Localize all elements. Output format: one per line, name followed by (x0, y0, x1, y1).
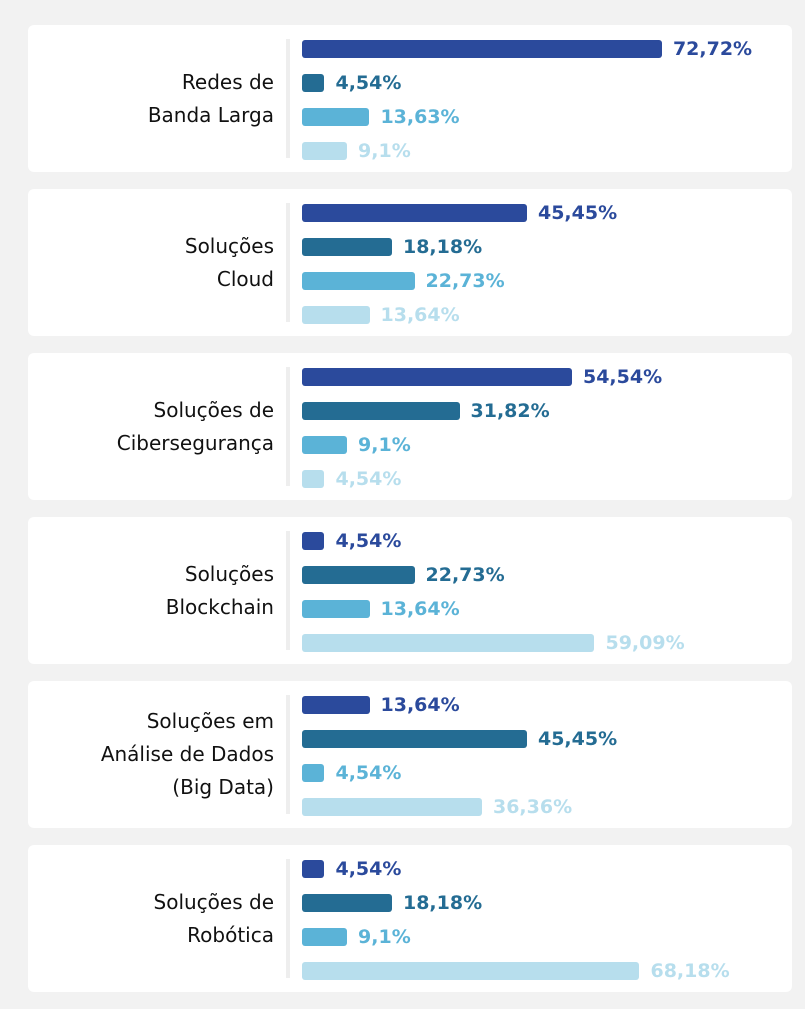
value-label: 4,54% (335, 468, 402, 490)
separator (286, 531, 290, 650)
bar (302, 204, 527, 222)
bar (302, 306, 370, 324)
value-label: 4,54% (335, 530, 402, 552)
bar (302, 600, 370, 618)
value-label: 36,36% (492, 796, 573, 818)
category-label: Redes de Banda Larga (147, 69, 274, 127)
bar (302, 368, 572, 386)
category-label: Soluções de Cibersegurança (116, 397, 274, 455)
value-label: 18,18% (402, 892, 483, 914)
panel: Soluções de Cibersegurança 54,54% 31,82% 9,… (28, 353, 792, 500)
panel: Soluções em Análise de Dados (Big Data) 1… (28, 681, 792, 828)
value-label: 4,54% (335, 858, 402, 880)
separator (286, 39, 290, 158)
value-label: 13,64% (380, 304, 460, 326)
bar (302, 142, 348, 160)
bar (302, 40, 662, 58)
bar (302, 74, 325, 92)
separator (286, 367, 290, 486)
bar (302, 634, 595, 652)
bar (302, 894, 392, 912)
bar (302, 436, 348, 454)
separator (286, 859, 290, 978)
bar (302, 566, 415, 584)
category-label: Soluções de Robótica (153, 889, 274, 947)
bar (302, 730, 527, 748)
value-label: 9,1% (358, 926, 411, 948)
bar (302, 402, 460, 420)
bar (302, 696, 370, 714)
bar (302, 928, 348, 946)
value-label: 59,09% (605, 632, 685, 654)
panel: Soluções Blockchain 4,54% 22,73% 13,64% 59,0… (28, 517, 792, 664)
bar (302, 764, 325, 782)
separator (286, 695, 290, 814)
category-label: Soluções Cloud (184, 233, 274, 291)
value-label: 45,45% (537, 728, 618, 750)
category-label: Soluções Blockchain (165, 561, 274, 619)
value-label: 13,64% (380, 598, 460, 620)
panel: Soluções de Robótica 4,54% 18,18% 9,1% 68,18… (28, 845, 792, 992)
bar (302, 470, 325, 488)
value-label: 4,54% (335, 762, 402, 784)
bar (302, 532, 325, 550)
bar (302, 860, 325, 878)
value-label: 31,82% (470, 400, 550, 422)
value-label: 22,73% (425, 564, 505, 586)
bar (302, 108, 370, 126)
bar (302, 238, 392, 256)
category-label: Soluções em Análise de Dados (Big Data) (100, 709, 274, 799)
value-label: 54,54% (582, 366, 663, 388)
bar (302, 272, 415, 290)
value-label: 22,73% (425, 270, 505, 292)
value-label: 68,18% (650, 960, 730, 982)
value-label: 9,1% (358, 434, 411, 456)
value-label: 18,18% (402, 236, 483, 258)
value-label: 9,1% (358, 140, 411, 162)
value-label: 4,54% (335, 72, 402, 94)
value-label: 72,72% (672, 38, 753, 60)
value-label: 45,45% (537, 202, 618, 224)
bar (302, 798, 482, 816)
panel: Redes de Banda Larga 72,72% 4,54% 13,63% 9,1… (28, 25, 792, 172)
separator (286, 203, 290, 322)
value-label: 13,63% (380, 106, 460, 128)
panel: Soluções Cloud 45,45% 18,18% 22,73% 13,64% (28, 189, 792, 336)
value-label: 13,64% (380, 694, 460, 716)
bar (302, 962, 640, 980)
